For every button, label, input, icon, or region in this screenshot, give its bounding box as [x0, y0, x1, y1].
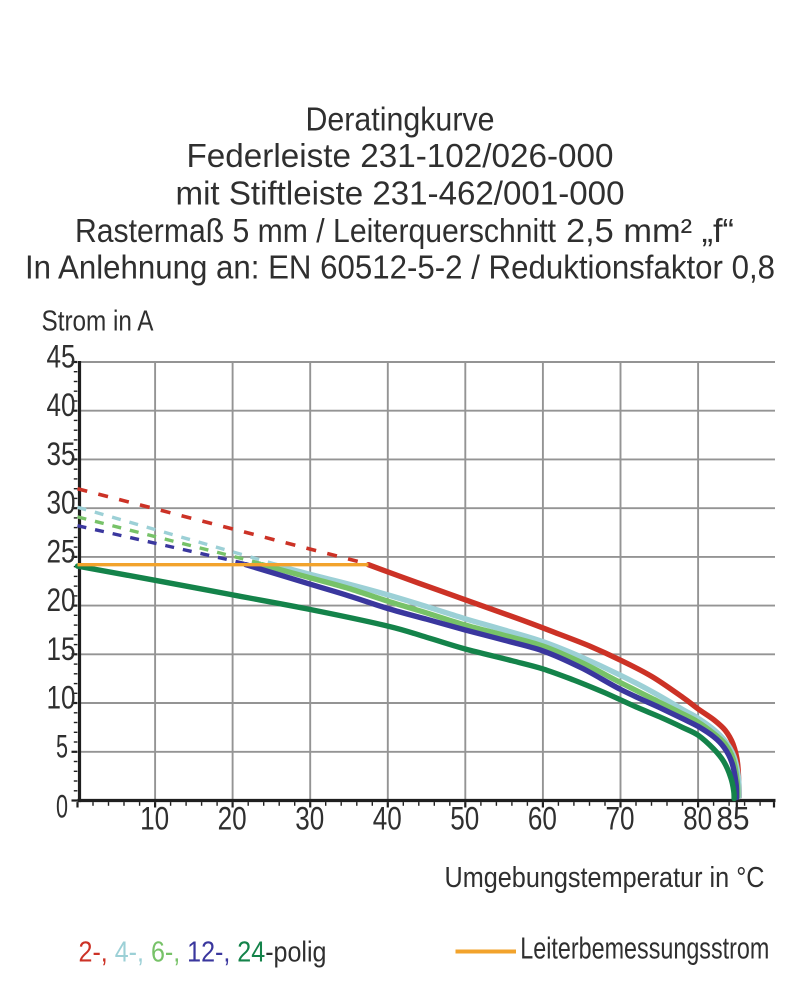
- svg-text:60: 60: [528, 801, 557, 837]
- svg-text:30: 30: [47, 485, 76, 521]
- svg-text:35: 35: [47, 436, 76, 472]
- svg-text:0: 0: [56, 789, 68, 825]
- svg-text:Deratingkurve: Deratingkurve: [306, 101, 495, 138]
- svg-text:40: 40: [47, 387, 76, 423]
- svg-text:Federleiste 231-102/026-000: Federleiste 231-102/026-000: [187, 137, 614, 174]
- svg-text:In Anlehnung an: EN 60512-5-2: In Anlehnung an: EN 60512-5-2 / Reduktio…: [25, 249, 775, 286]
- svg-text:40: 40: [373, 801, 402, 837]
- svg-text:85: 85: [717, 801, 750, 837]
- svg-text:2,5 mm² „f“: 2,5 mm² „f“: [566, 212, 734, 249]
- svg-text:25: 25: [47, 533, 76, 569]
- svg-text:Rastermaß 5 mm / Leiterquersch: Rastermaß 5 mm / Leiterquerschnitt: [75, 212, 556, 249]
- svg-text:Strom in A: Strom in A: [42, 306, 154, 338]
- svg-text:10: 10: [47, 680, 76, 716]
- svg-text:80: 80: [683, 801, 712, 837]
- svg-text:2-, 4-, 6-, 12-, 24-polig: 2-, 4-, 6-, 12-, 24-polig: [79, 937, 327, 969]
- svg-text:Leiterbemessungsstrom: Leiterbemessungsstrom: [520, 932, 769, 966]
- svg-text:20: 20: [47, 582, 76, 618]
- svg-text:30: 30: [295, 801, 324, 837]
- svg-text:Umgebungstemperatur in °C: Umgebungstemperatur in °C: [445, 862, 765, 894]
- svg-text:10: 10: [140, 801, 169, 837]
- svg-text:15: 15: [47, 631, 76, 667]
- svg-text:45: 45: [47, 339, 76, 375]
- svg-text:mit Stiftleiste 231-462/001-00: mit Stiftleiste 231-462/001-000: [176, 175, 625, 212]
- svg-text:20: 20: [218, 801, 247, 837]
- svg-text:5: 5: [56, 728, 68, 764]
- svg-text:70: 70: [606, 801, 635, 837]
- svg-text:50: 50: [450, 801, 479, 837]
